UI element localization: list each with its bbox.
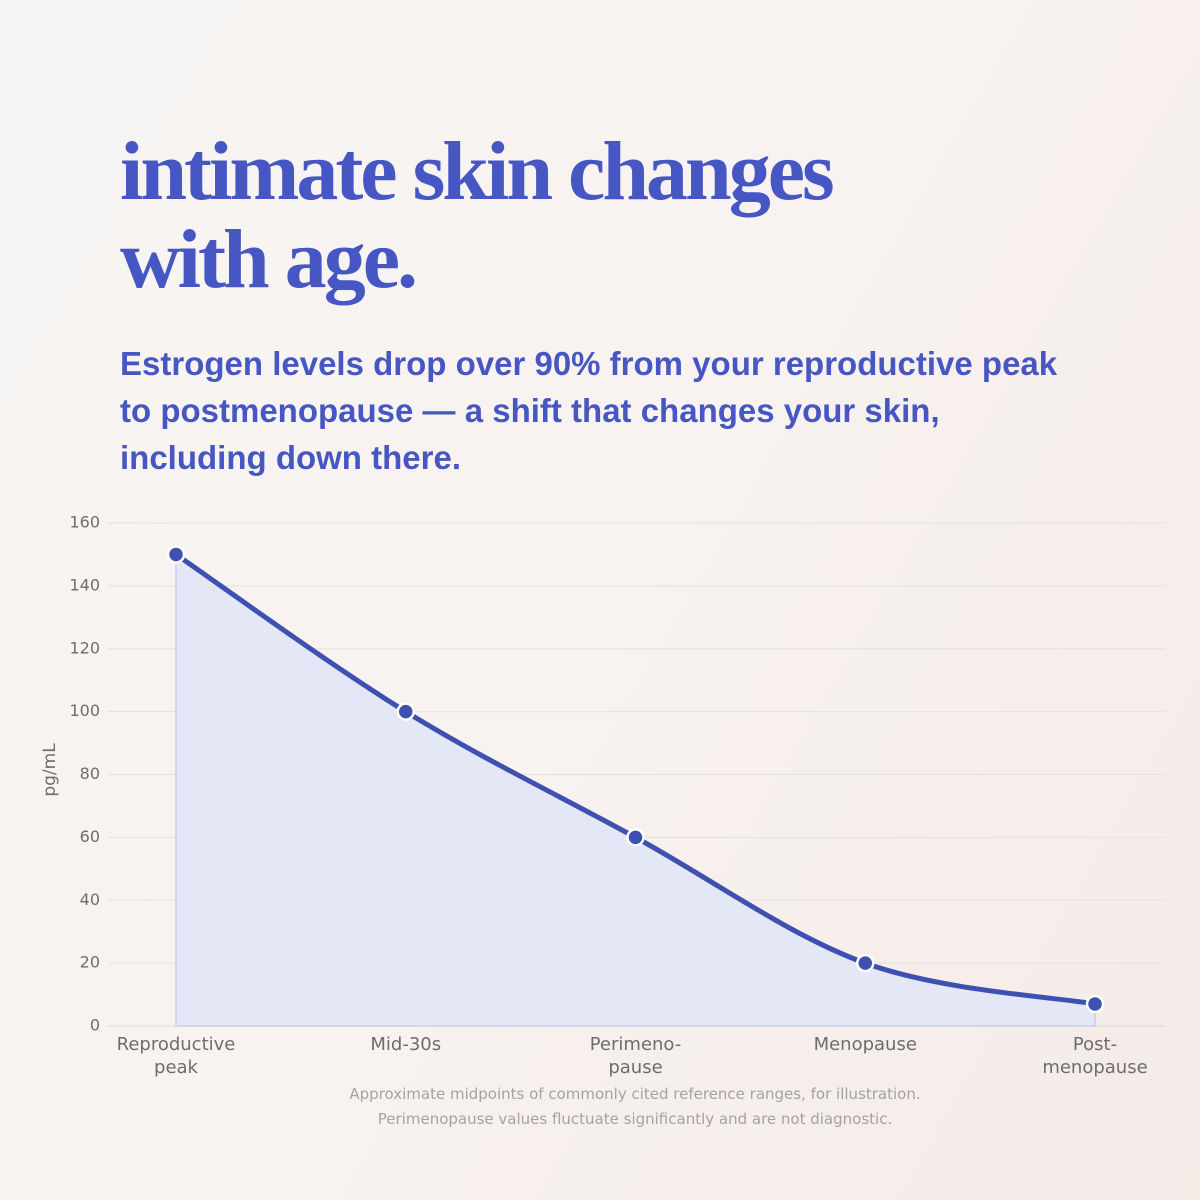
x-tick-label: Post- menopause (1042, 1034, 1148, 1078)
y-tick-label: 20 (80, 953, 100, 972)
title: intimate skin changes with age. (120, 125, 835, 306)
y-tick-label: 140 (69, 575, 100, 594)
x-tick-label: Perimeno- pause (589, 1034, 682, 1078)
point (166, 545, 186, 564)
area (175, 553, 1096, 1027)
x-tick-label: Mid-30s (370, 1034, 442, 1055)
y-tick-label: 40 (80, 890, 100, 909)
point (856, 953, 875, 973)
y-tick-label: 100 (69, 701, 100, 720)
point (396, 702, 415, 721)
footnote: Approximate midpoints of commonly cited … (349, 1085, 921, 1103)
y-tick-label: 160 (69, 513, 100, 532)
y-tick-label: 120 (69, 638, 100, 657)
y-tick-label: 60 (80, 827, 100, 846)
x-tick-label: Menopause (813, 1034, 917, 1055)
y-tick-label: 0 (90, 1016, 100, 1035)
y-axis-label: pg/mL (40, 743, 60, 797)
y-tick-label: 80 (80, 764, 100, 783)
point (1085, 994, 1105, 1014)
subtitle: Estrogen levels drop over 90% from your … (120, 345, 1058, 476)
point (626, 828, 645, 847)
x-tick-label: Reproductive peak (116, 1034, 236, 1078)
footnote: Perimenopause values fluctuate significa… (377, 1110, 893, 1128)
